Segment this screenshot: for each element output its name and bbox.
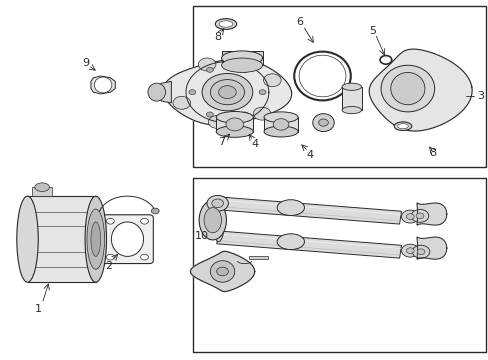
Ellipse shape [341,83,361,90]
Polygon shape [216,231,401,258]
Ellipse shape [221,51,262,65]
Ellipse shape [294,51,350,100]
Ellipse shape [216,126,253,137]
Ellipse shape [401,210,418,223]
Circle shape [259,90,265,95]
Circle shape [216,267,228,276]
Ellipse shape [312,114,333,132]
Circle shape [206,112,213,117]
Circle shape [188,90,195,95]
Polygon shape [91,76,115,94]
Ellipse shape [390,72,424,105]
Circle shape [106,254,114,260]
Ellipse shape [401,244,418,257]
Circle shape [208,116,225,129]
Ellipse shape [210,261,234,282]
Ellipse shape [264,126,298,137]
Ellipse shape [379,55,391,64]
Text: 8: 8 [429,148,436,158]
Text: 4: 4 [306,150,313,160]
Bar [32,187,52,196]
Bar [27,196,96,282]
Text: 5: 5 [368,26,375,36]
Ellipse shape [35,183,49,192]
Ellipse shape [219,21,232,27]
Ellipse shape [264,112,298,123]
Ellipse shape [221,58,262,72]
Ellipse shape [410,210,428,222]
Bar [221,51,263,65]
Ellipse shape [277,200,304,216]
Ellipse shape [94,77,112,93]
Ellipse shape [85,196,106,282]
Bar [216,117,253,132]
Circle shape [406,248,413,253]
Circle shape [241,112,248,117]
Ellipse shape [393,122,411,131]
Circle shape [206,67,213,72]
Ellipse shape [212,199,224,242]
Text: 1: 1 [35,304,42,314]
Circle shape [273,119,288,130]
Bar [249,256,267,259]
Text: 6: 6 [296,17,303,27]
Ellipse shape [380,65,434,112]
Circle shape [141,254,148,260]
Ellipse shape [206,195,228,211]
Circle shape [106,219,114,224]
Circle shape [263,74,281,87]
Circle shape [198,58,216,71]
Ellipse shape [397,124,407,129]
Ellipse shape [215,19,236,30]
Bar [193,178,485,352]
Text: 10: 10 [195,231,208,240]
Polygon shape [368,49,471,131]
Polygon shape [157,81,171,103]
Polygon shape [163,59,291,125]
Circle shape [210,80,244,105]
Polygon shape [416,203,446,225]
Text: 8: 8 [214,32,221,41]
Ellipse shape [17,196,38,282]
Bar [193,6,485,167]
Circle shape [173,96,190,109]
Circle shape [202,73,252,111]
Ellipse shape [216,112,253,123]
Circle shape [416,249,424,255]
Circle shape [218,86,236,99]
Bar [277,204,304,211]
Circle shape [225,118,243,131]
Bar [341,87,361,110]
Text: 7: 7 [218,138,224,147]
Circle shape [318,119,328,126]
Text: 4: 4 [251,139,258,149]
Bar [277,238,304,245]
Circle shape [151,208,159,214]
Text: 2: 2 [105,261,112,271]
Ellipse shape [277,234,304,249]
Text: 9: 9 [82,58,89,68]
Text: 3: 3 [476,91,484,101]
Circle shape [236,57,253,70]
Ellipse shape [87,209,104,269]
Ellipse shape [148,83,165,101]
Ellipse shape [111,222,143,256]
Ellipse shape [341,107,361,114]
Circle shape [406,214,413,220]
Polygon shape [416,237,446,259]
Ellipse shape [299,55,345,97]
Ellipse shape [203,208,221,233]
Ellipse shape [411,245,429,258]
Polygon shape [190,251,254,292]
Circle shape [241,67,248,72]
Circle shape [415,213,423,219]
Circle shape [141,219,148,224]
Bar [264,117,298,132]
FancyBboxPatch shape [102,215,153,264]
Ellipse shape [91,222,101,256]
Ellipse shape [199,201,226,240]
Circle shape [253,107,270,120]
Polygon shape [216,197,401,224]
Circle shape [211,199,223,208]
